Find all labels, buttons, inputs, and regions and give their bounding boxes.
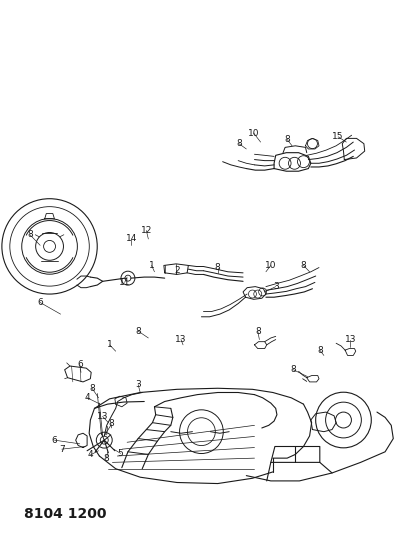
Text: 8: 8 [255,327,261,336]
Text: 13: 13 [345,335,356,344]
Text: 8: 8 [108,419,114,427]
Text: 15: 15 [332,132,344,141]
Text: 8: 8 [104,454,110,463]
Text: 11: 11 [119,278,130,287]
Text: 8: 8 [215,263,221,272]
Text: 8104 1200: 8104 1200 [24,507,106,521]
Text: 8: 8 [300,261,306,270]
Text: 8: 8 [135,327,141,336]
Text: 8: 8 [89,384,95,393]
Text: 10: 10 [248,128,259,138]
Text: 3: 3 [135,380,141,389]
Text: 6: 6 [37,298,43,307]
Text: 8: 8 [236,139,242,148]
Text: 10: 10 [265,261,277,270]
Text: 5: 5 [118,449,123,458]
Text: 13: 13 [175,335,187,344]
Text: 4: 4 [88,450,93,459]
Text: 13: 13 [97,412,109,421]
Text: 8: 8 [27,230,33,239]
Text: 8: 8 [317,345,323,354]
Text: 14: 14 [125,235,137,244]
Text: 6: 6 [52,435,57,445]
Text: 12: 12 [141,226,152,235]
Text: 1: 1 [107,341,113,349]
Text: 8: 8 [284,135,290,144]
Text: 6: 6 [77,360,83,369]
Text: 4: 4 [84,393,90,402]
Text: 2: 2 [174,266,180,275]
Text: 1: 1 [149,261,155,270]
Text: 7: 7 [59,445,65,454]
Text: 3: 3 [273,282,279,291]
Text: 8: 8 [291,365,296,374]
